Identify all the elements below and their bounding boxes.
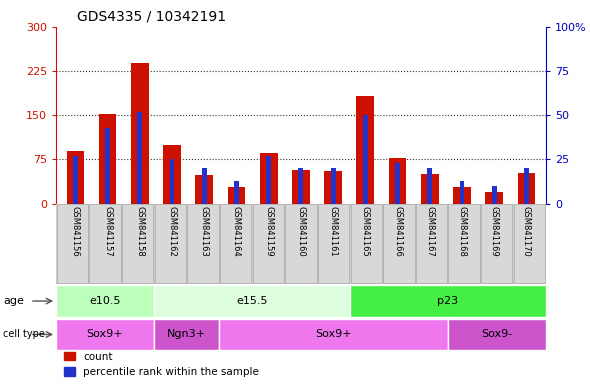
Bar: [163, 145, 181, 204]
Text: GDS4335 / 10342191: GDS4335 / 10342191: [77, 10, 226, 23]
Bar: [486, 192, 503, 204]
Bar: [331, 168, 336, 204]
Text: GSM841167: GSM841167: [425, 206, 434, 257]
Text: GSM841169: GSM841169: [490, 206, 499, 257]
Bar: [195, 175, 213, 204]
Text: GSM841157: GSM841157: [103, 206, 112, 257]
Bar: [154, 319, 219, 350]
Bar: [56, 285, 154, 317]
Bar: [517, 173, 535, 204]
Bar: [219, 319, 448, 350]
Text: e15.5: e15.5: [236, 296, 268, 306]
Text: GSM841164: GSM841164: [232, 206, 241, 257]
FancyBboxPatch shape: [89, 204, 121, 283]
Text: cell type: cell type: [3, 329, 45, 339]
Text: GSM841162: GSM841162: [168, 206, 176, 257]
FancyBboxPatch shape: [220, 204, 251, 283]
Bar: [228, 187, 245, 204]
Bar: [105, 127, 110, 204]
FancyBboxPatch shape: [318, 204, 349, 283]
Text: GSM841158: GSM841158: [135, 206, 145, 257]
Text: GSM841156: GSM841156: [71, 206, 80, 257]
Bar: [292, 170, 310, 204]
Text: GSM841163: GSM841163: [200, 206, 209, 257]
FancyBboxPatch shape: [448, 204, 480, 283]
Bar: [453, 187, 471, 204]
Text: Ngn3+: Ngn3+: [167, 329, 206, 339]
Bar: [266, 156, 271, 204]
Bar: [324, 171, 342, 204]
Bar: [350, 285, 546, 317]
FancyBboxPatch shape: [514, 204, 545, 283]
Text: GSM841160: GSM841160: [296, 206, 306, 257]
Bar: [73, 156, 78, 204]
Bar: [427, 168, 432, 204]
Bar: [389, 157, 407, 204]
Bar: [56, 319, 154, 350]
Legend: count, percentile rank within the sample: count, percentile rank within the sample: [64, 352, 259, 377]
Text: age: age: [3, 296, 24, 306]
Bar: [99, 114, 116, 204]
FancyBboxPatch shape: [187, 204, 219, 283]
Bar: [524, 168, 529, 204]
FancyBboxPatch shape: [481, 204, 513, 283]
Bar: [421, 174, 438, 204]
Text: e10.5: e10.5: [89, 296, 121, 306]
FancyBboxPatch shape: [383, 204, 415, 283]
FancyBboxPatch shape: [253, 204, 284, 283]
Bar: [356, 96, 374, 204]
Text: GSM841165: GSM841165: [361, 206, 370, 257]
FancyBboxPatch shape: [416, 204, 447, 283]
Bar: [260, 154, 277, 204]
FancyBboxPatch shape: [122, 204, 153, 283]
Bar: [492, 186, 497, 204]
Bar: [169, 159, 175, 204]
Text: GSM841166: GSM841166: [393, 206, 402, 257]
Text: Sox9-: Sox9-: [481, 329, 512, 339]
FancyBboxPatch shape: [57, 204, 88, 283]
Bar: [363, 115, 368, 204]
Text: Sox9+: Sox9+: [87, 329, 123, 339]
Bar: [202, 168, 206, 204]
FancyBboxPatch shape: [285, 204, 317, 283]
Text: Sox9+: Sox9+: [315, 329, 352, 339]
Text: GSM841161: GSM841161: [329, 206, 337, 257]
Bar: [299, 168, 303, 204]
Bar: [154, 285, 350, 317]
Bar: [448, 319, 546, 350]
FancyBboxPatch shape: [155, 204, 186, 283]
Bar: [137, 112, 142, 204]
Text: p23: p23: [437, 296, 458, 306]
Bar: [234, 180, 239, 204]
FancyBboxPatch shape: [350, 204, 382, 283]
Bar: [460, 180, 464, 204]
Bar: [67, 151, 84, 204]
Bar: [131, 63, 149, 204]
Bar: [395, 163, 400, 204]
Text: GSM841168: GSM841168: [457, 206, 467, 257]
Text: GSM841159: GSM841159: [264, 206, 273, 257]
Text: GSM841170: GSM841170: [522, 206, 531, 257]
